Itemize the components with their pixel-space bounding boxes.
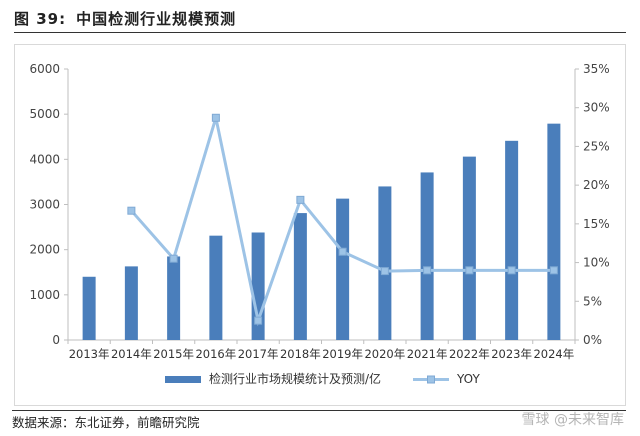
chart-svg: 0 1000 2000 3000 4000 5000 6000 0% 5% 10% 15% 20% 25… — [29, 62, 610, 386]
bar — [378, 186, 392, 340]
y-left-tick-label: 4000 — [29, 152, 60, 166]
x-tick-label: 2023年 — [491, 347, 532, 361]
yoy-point — [507, 266, 516, 275]
bar — [82, 276, 96, 340]
x-tick-label: 2022年 — [449, 347, 490, 361]
bar — [420, 172, 434, 340]
figure-title: 中国检测行业规模预测 — [76, 10, 237, 28]
yoy-point — [127, 206, 136, 215]
legend-swatch-bar — [165, 376, 201, 383]
yoy-point — [423, 266, 432, 275]
figure-title-bar: 图 39: 中国检测行业规模预测 — [14, 6, 626, 33]
y-right-tick-label: 0% — [583, 333, 602, 347]
y-left-tick-label: 1000 — [29, 288, 60, 302]
y-left-tick-label: 2000 — [29, 243, 60, 257]
y-right-tick-label: 15% — [583, 217, 610, 231]
bar — [547, 123, 561, 340]
figure-number: 图 39: — [14, 10, 67, 28]
x-tick-label: 2013年 — [69, 347, 110, 361]
legend-swatch-marker — [427, 375, 435, 384]
x-tick-label: 2020年 — [364, 347, 405, 361]
bar — [505, 140, 519, 340]
x-tick-label: 2015年 — [153, 347, 194, 361]
y-right-tick-label: 10% — [583, 256, 610, 270]
yoy-point — [211, 113, 220, 122]
bar — [336, 198, 350, 340]
x-tick-label: 2017年 — [238, 347, 279, 361]
yoy-point — [465, 266, 474, 275]
x-tick-label: 2018年 — [280, 347, 321, 361]
y-right-tick-label: 5% — [583, 294, 602, 308]
y-left-tick-label: 5000 — [29, 107, 60, 121]
bar — [209, 235, 223, 340]
y-right-tick-label: 35% — [583, 62, 610, 76]
yoy-point — [169, 254, 178, 263]
y-left-tick-label: 0 — [52, 333, 60, 347]
bar — [167, 256, 181, 340]
bar — [462, 156, 476, 340]
yoy-point — [338, 247, 347, 256]
x-tick-label: 2021年 — [407, 347, 448, 361]
chart-container: 0 1000 2000 3000 4000 5000 6000 0% 5% 10% 15% 20% 25… — [14, 44, 626, 406]
x-tick-label: 2016年 — [195, 347, 236, 361]
legend-label-line: YOY — [456, 372, 480, 386]
legend-label-bar: 检测行业市场规模统计及预测/亿 — [209, 371, 381, 386]
y-right-tick-label: 30% — [583, 101, 610, 115]
yoy-point — [549, 266, 558, 275]
y-left-tick-label: 6000 — [29, 62, 60, 76]
source-note: 数据来源：东北证券，前瞻研究院 — [12, 410, 626, 435]
bar — [293, 213, 307, 340]
yoy-point — [296, 195, 305, 204]
y-right-tick-label: 25% — [583, 139, 610, 153]
x-tick-label: 2019年 — [322, 347, 363, 361]
y-right-tick-label: 20% — [583, 178, 610, 192]
bar — [124, 266, 138, 340]
yoy-point — [254, 316, 263, 325]
yoy-point — [380, 267, 389, 276]
x-tick-label: 2024年 — [533, 347, 574, 361]
watermark: 雪球 @未来智库 — [521, 412, 624, 428]
y-left-tick-label: 3000 — [29, 198, 60, 212]
x-tick-label: 2014年 — [111, 347, 152, 361]
